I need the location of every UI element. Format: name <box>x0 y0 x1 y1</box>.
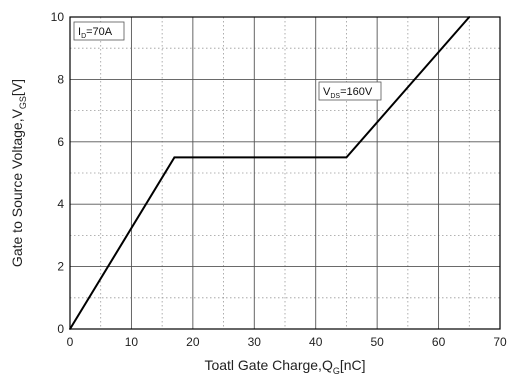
annotation-vds-box <box>318 81 382 101</box>
y-axis-title: Gate to Source Voltage,VGS[V] <box>9 79 28 267</box>
series-point <box>173 156 176 159</box>
x-tick-labels: 0 10 20 30 40 50 60 70 <box>67 335 507 349</box>
y-tick-label: 8 <box>57 72 64 86</box>
annotation-vds-text: VDS=160V <box>323 86 373 100</box>
x-axis-title-suffix: [nC] <box>340 357 366 373</box>
x-tick-label: 40 <box>309 335 323 349</box>
minor-grid <box>70 17 500 329</box>
y-axis-title-main: Gate to Source Voltage,V <box>9 108 25 267</box>
y-tick-label: 6 <box>57 135 64 149</box>
y-tick-label: 2 <box>57 260 64 274</box>
y-tick-label: 4 <box>57 197 64 211</box>
y-axis-title-sub: GS <box>18 96 28 109</box>
series-point <box>345 156 348 159</box>
plot-frame <box>69 16 501 330</box>
series-line <box>69 16 471 330</box>
y-tick-label: 10 <box>51 10 65 24</box>
x-tick-label: 60 <box>432 335 446 349</box>
annotation-id-main: I <box>78 26 81 38</box>
annotation-id-sub: D <box>81 33 86 40</box>
x-tick-label: 70 <box>493 335 507 349</box>
x-tick-label: 20 <box>186 335 200 349</box>
x-axis-title: Toatl Gate Charge,QG[nC] <box>204 357 365 376</box>
annotation-id-box <box>73 21 125 41</box>
x-axis-title-main: Toatl Gate Charge,Q <box>204 357 333 373</box>
annotation-vds: VDS=160V <box>318 81 382 101</box>
y-tick-label: 0 <box>57 322 64 336</box>
y-tick-labels: 0 2 4 6 8 10 <box>51 10 65 336</box>
x-tick-label: 30 <box>248 335 262 349</box>
x-tick-label: 10 <box>125 335 139 349</box>
annotation-id-suffix: =70A <box>86 26 113 38</box>
x-axis-title-sub: G <box>333 366 340 376</box>
annotation-id-text: ID=70A <box>78 26 113 40</box>
annotation-vds-suffix: =160V <box>340 86 373 98</box>
annotation-vds-sub: DS <box>330 93 340 100</box>
annotation-id: ID=70A <box>73 21 125 41</box>
x-tick-label: 0 <box>67 335 74 349</box>
annotation-vds-main: V <box>323 86 331 98</box>
y-axis-title-suffix: [V] <box>9 79 25 96</box>
x-tick-label: 50 <box>370 335 384 349</box>
